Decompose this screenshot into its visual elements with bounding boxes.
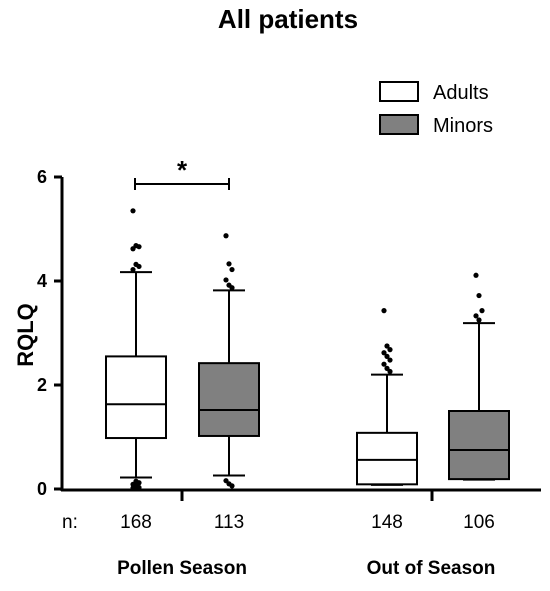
box-out-of-season-adults: [356, 431, 418, 486]
legend-swatch-minors: [379, 114, 419, 135]
outlier-point-pollen-season-adults-2: [136, 244, 142, 250]
significance-asterisk: *: [177, 155, 188, 185]
outlier-point-out-of-season-minors-2: [479, 308, 485, 314]
outlier-point-out-of-season-minors-0: [473, 272, 479, 278]
box-pollen-season-minors: [198, 362, 260, 437]
outlier-point-pollen-season-adults-5: [136, 263, 142, 270]
n-count-pollen-adults: 168: [120, 512, 152, 533]
outlier-point-pollen-season-adults-3: [130, 246, 136, 252]
group-label-out-of-season: Out of Season: [367, 558, 496, 579]
legend-swatch-adults: [379, 81, 419, 102]
legend-label-minors: Minors: [433, 115, 493, 137]
outlier-point-pollen-season-adults-6: [130, 266, 136, 273]
y-tick-label-0: 0: [37, 479, 47, 499]
n-prefix-label: n:: [62, 512, 78, 533]
outlier-point-pollen-season-minors-2: [229, 266, 235, 273]
n-count-out-minors: 106: [463, 512, 495, 533]
y-tick-label-2: 2: [37, 375, 47, 395]
box-pollen-season-adults: [105, 355, 167, 440]
outlier-point-pollen-season-adults-13: [133, 485, 139, 492]
outlier-point-out-of-season-adults-6: [381, 361, 387, 367]
outlier-point-pollen-season-minors-1: [226, 261, 232, 267]
x-axis: [61, 488, 541, 501]
chart-title: All patients: [218, 4, 358, 34]
y-axis: 6 4 2 0: [37, 167, 64, 499]
group-label-pollen-season: Pollen Season: [117, 558, 247, 579]
box-out-of-season-minors: [448, 410, 510, 481]
outlier-point-out-of-season-adults-8: [387, 368, 393, 375]
outlier-point-pollen-season-minors-3: [223, 277, 229, 283]
legend: Adults Minors: [379, 81, 493, 137]
n-count-out-adults: 148: [371, 512, 403, 533]
outlier-point-pollen-season-minors-5: [229, 285, 235, 291]
outlier-point-out-of-season-minors-4: [476, 317, 482, 323]
outlier-point-pollen-season-adults-0: [130, 208, 136, 214]
outlier-point-out-of-season-adults-0: [381, 308, 387, 314]
y-tick-label-6: 6: [37, 167, 47, 187]
outlier-point-out-of-season-adults-5: [387, 357, 393, 363]
outlier-point-out-of-season-adults-3: [381, 350, 387, 356]
outlier-point-out-of-season-adults-2: [387, 347, 393, 353]
outlier-point-pollen-season-minors-8: [229, 483, 235, 489]
outlier-point-out-of-season-adults-4: [384, 353, 390, 359]
legend-label-adults: Adults: [433, 82, 489, 104]
outlier-point-out-of-season-adults-1: [384, 343, 390, 349]
significance-marker: *: [134, 155, 230, 190]
outlier-point-out-of-season-minors-3: [473, 313, 479, 319]
y-axis-label: RQLQ: [13, 303, 38, 367]
n-count-pollen-minors: 113: [214, 512, 244, 533]
y-tick-label-4: 4: [37, 271, 47, 291]
boxes: [105, 208, 510, 492]
outlier-point-out-of-season-minors-1: [476, 292, 482, 299]
outlier-point-pollen-season-minors-0: [223, 233, 229, 239]
